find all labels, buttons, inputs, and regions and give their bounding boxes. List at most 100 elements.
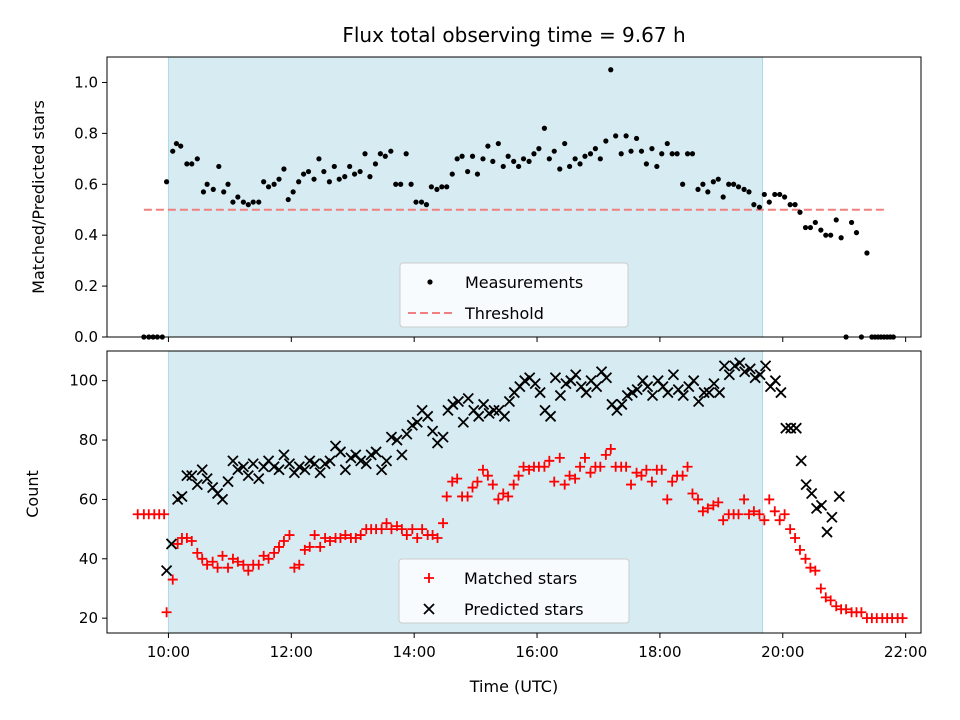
data-point (309, 530, 320, 541)
data-point (570, 473, 581, 484)
y-tick-label: 0.2 (74, 277, 98, 295)
data-point (748, 506, 759, 517)
data-point (564, 470, 575, 481)
data-point (293, 461, 305, 473)
data-point (477, 464, 488, 475)
data-point (227, 455, 239, 467)
data-point (815, 583, 826, 594)
data-point (641, 380, 654, 393)
data-point (401, 428, 413, 440)
data-point (503, 395, 516, 408)
data-point (315, 541, 326, 552)
data-point (546, 156, 552, 162)
data-point (806, 487, 818, 500)
data-point (600, 449, 611, 460)
data-point (334, 446, 347, 458)
data-point (667, 369, 680, 381)
data-point (413, 199, 419, 205)
data-point (848, 219, 855, 226)
data-point (375, 464, 388, 476)
data-point (759, 515, 770, 526)
data-point (437, 431, 449, 443)
data-point (290, 189, 296, 195)
data-point (605, 443, 616, 454)
legend-box (399, 262, 629, 328)
data-point (434, 186, 440, 192)
data-point (713, 497, 724, 508)
y-tick-label: 60 (79, 490, 98, 508)
data-point (815, 499, 828, 511)
data-point (488, 404, 500, 417)
data-point (408, 181, 414, 187)
axes-frame (106, 350, 922, 634)
data-point (194, 156, 200, 162)
data-point (726, 181, 732, 187)
y-tick-label: 40 (79, 550, 98, 568)
x-tick-label: 16:00 (515, 643, 558, 661)
legend: Measurements Threshold (399, 262, 629, 328)
data-point (741, 186, 747, 192)
data-point (459, 153, 465, 159)
x-tick-label: 10:00 (147, 643, 190, 661)
data-point (418, 199, 425, 205)
data-point (247, 458, 259, 470)
data-point (311, 176, 317, 182)
data-point (161, 607, 172, 618)
data-point (216, 493, 229, 506)
data-point (173, 140, 180, 147)
data-point (582, 153, 588, 159)
data-point (516, 163, 522, 170)
data-point (485, 143, 491, 149)
data-point (810, 565, 821, 576)
data-point (462, 392, 474, 405)
data-point (621, 461, 632, 472)
data-point (283, 458, 296, 470)
data-point (531, 151, 537, 157)
data-point (764, 494, 775, 505)
data-point (487, 479, 498, 490)
data-point (818, 227, 824, 233)
data-point (723, 369, 735, 381)
data-point (278, 449, 290, 461)
data-point (192, 547, 203, 558)
data-point (240, 199, 246, 205)
data-point (800, 478, 812, 491)
data-point (423, 202, 430, 208)
data-point (821, 526, 833, 538)
data-point (720, 194, 726, 200)
data-point (326, 179, 332, 185)
data-point (795, 455, 807, 467)
data-point (296, 179, 302, 185)
data-point (309, 458, 321, 470)
data-point (566, 163, 573, 170)
data-point (825, 595, 836, 606)
data-point (281, 166, 287, 172)
data-point (597, 156, 603, 162)
data-point (403, 151, 409, 157)
data-point (570, 369, 582, 381)
data-point (422, 410, 434, 422)
series-predicted-stars (160, 357, 845, 577)
data-point (438, 518, 449, 529)
data-point (897, 613, 908, 624)
data-point (557, 166, 563, 172)
data-point (480, 156, 486, 162)
data-point (462, 491, 473, 502)
data-point (592, 146, 599, 152)
data-point (785, 422, 797, 434)
data-point (274, 541, 285, 552)
data-point (467, 482, 478, 493)
data-point (278, 535, 289, 546)
legend: Matched stars Predicted stars (398, 558, 630, 624)
data-point (744, 363, 756, 375)
data-point (779, 509, 790, 520)
data-point (452, 395, 465, 408)
legend-label: Measurements (465, 273, 583, 292)
data-point (636, 470, 647, 481)
data-point (238, 559, 249, 570)
data-point (616, 398, 628, 411)
data-point (324, 455, 336, 467)
data-point (559, 479, 570, 490)
data-point (777, 191, 783, 198)
data-point (595, 461, 606, 472)
